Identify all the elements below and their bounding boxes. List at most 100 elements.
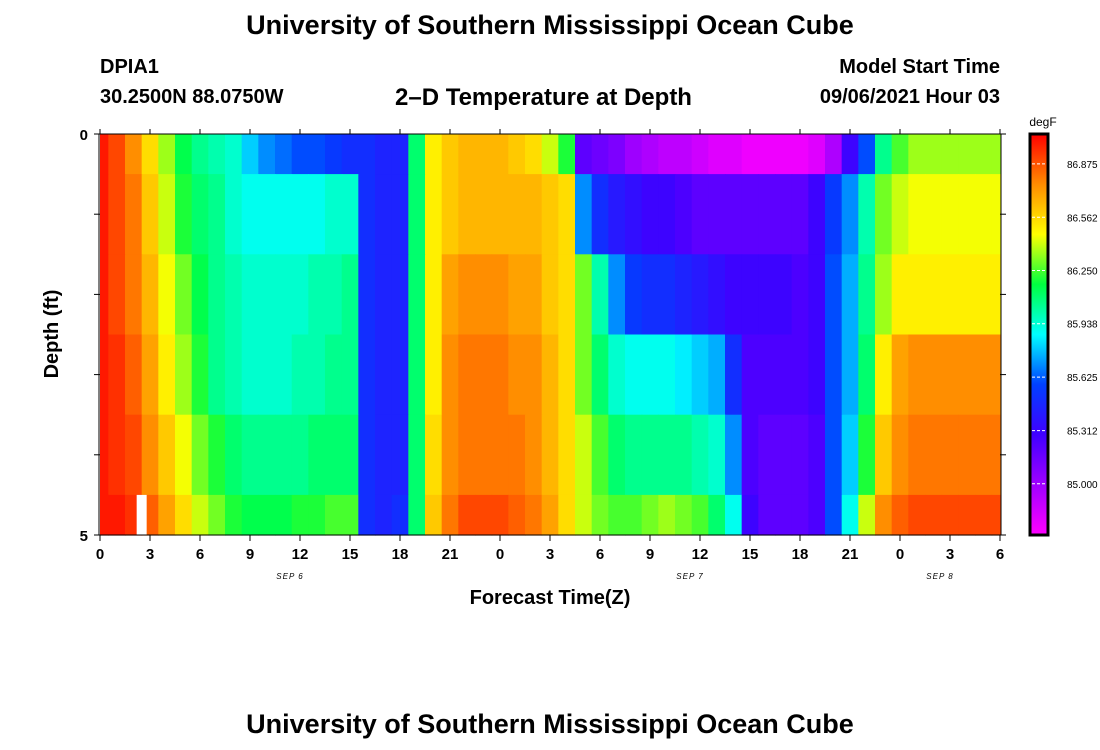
heatmap-cell (258, 134, 276, 175)
heatmap-cell (175, 494, 193, 536)
colorbar-ticks: 86.875 86.562 86.250 85.938 85.625 85.312 85.0… (1032, 160, 1098, 491)
heatmap-cell (858, 334, 876, 416)
x-tick-label: 6 (596, 546, 604, 563)
heatmap-cell (858, 414, 876, 496)
heatmap-cell (508, 334, 526, 416)
heatmap-cell (841, 414, 859, 496)
heatmap-cell (791, 174, 809, 255)
heatmap-cell (458, 414, 476, 496)
heatmap-cell (558, 414, 576, 496)
heatmap-cell (941, 494, 959, 536)
heatmap-cell (991, 414, 1001, 496)
heatmap-cell (341, 134, 359, 175)
heatmap-cell (108, 414, 126, 496)
heatmap-cell (475, 494, 493, 536)
heatmap-cell (775, 174, 793, 255)
heatmap-cell (308, 494, 326, 536)
heatmap-cell (741, 494, 759, 536)
colorbar-tick-label: 85.625 (1067, 373, 1098, 384)
heatmap-cell (591, 414, 609, 496)
heatmap-cell (725, 174, 743, 255)
heatmap-cell (925, 134, 943, 175)
x-tick-label: 6 (196, 546, 204, 563)
heatmap-cell (758, 494, 776, 536)
heatmap-cell (108, 174, 126, 255)
heatmap-cell (625, 134, 643, 175)
x-tick-label: 3 (946, 546, 954, 563)
heatmap-cell (241, 254, 259, 336)
heatmap-cell (908, 494, 926, 536)
heatmap-cell (108, 334, 126, 416)
heatmap-cell (575, 254, 593, 336)
y-axis-label: Depth (ft) (41, 290, 63, 379)
heatmap-cell (758, 414, 776, 496)
heatmap-cell (541, 494, 559, 536)
heatmap-cell (441, 494, 459, 536)
heatmap-cell (625, 334, 643, 416)
heatmap-cell (291, 414, 309, 496)
heatmap-cell (191, 494, 209, 536)
heatmap-cell (991, 334, 1001, 416)
heatmap-cell (975, 254, 993, 336)
heatmap-cell (658, 414, 676, 496)
heatmap-cell (508, 494, 526, 536)
heatmap-cell (991, 494, 1001, 536)
heatmap-cell (225, 134, 243, 175)
heatmap-cell (608, 134, 626, 175)
heatmap-cell (975, 494, 993, 536)
heatmap-cell (208, 134, 226, 175)
heatmap-cell (375, 174, 393, 255)
heatmap-cell (641, 174, 659, 255)
heatmap-cell (741, 174, 759, 255)
heatmap-cell (808, 254, 826, 336)
heatmap-cell (541, 254, 559, 336)
heatmap-cell (908, 414, 926, 496)
heatmap-cell (875, 174, 893, 255)
heatmap-cell (341, 334, 359, 416)
heatmap-cell (525, 134, 543, 175)
heatmap-cell (608, 254, 626, 336)
heatmap-cell (641, 414, 659, 496)
heatmap-cell (641, 134, 659, 175)
heatmap-cell (941, 134, 959, 175)
heatmap-cell (458, 134, 476, 175)
heatmap-cell (558, 334, 576, 416)
x-tick-label: 18 (392, 546, 409, 563)
station-id: DPIA1 (100, 56, 159, 78)
heatmap-cell (375, 254, 393, 336)
colorbar-tick-label: 86.250 (1067, 267, 1098, 278)
heatmap-cell (908, 254, 926, 336)
heatmap-cell (225, 494, 243, 536)
heatmap-cell (125, 254, 143, 336)
heatmap-cell (825, 494, 843, 536)
heatmap-cell (275, 494, 293, 536)
heatmap-cell (125, 134, 143, 175)
heatmap-cell (975, 134, 993, 175)
heatmap-cell (100, 254, 109, 336)
heatmap-cell (891, 334, 909, 416)
heatmap-cell (141, 134, 159, 175)
heatmap-cell (425, 134, 443, 175)
heatmap-cell (441, 134, 459, 175)
colorbar-tick-label: 85.000 (1067, 480, 1098, 491)
heatmap-cell (758, 254, 776, 336)
heatmap-cell (708, 494, 726, 536)
heatmap-cell (241, 134, 259, 175)
heatmap-cell (475, 174, 493, 255)
heatmap-cell (458, 254, 476, 336)
heatmap-cell (708, 174, 726, 255)
heatmap-cell (825, 334, 843, 416)
heatmap-cell (625, 414, 643, 496)
heatmap-cell (275, 334, 293, 416)
heatmap-cell (591, 254, 609, 336)
heatmap-cell (925, 254, 943, 336)
heatmap-cell (741, 134, 759, 175)
heatmap-cell (691, 254, 709, 336)
heatmap-cell (100, 494, 109, 536)
heatmap-cell (991, 134, 1001, 175)
heatmap-cell (541, 414, 559, 496)
heatmap-cell (325, 254, 343, 336)
heatmap-cell (841, 134, 859, 175)
heatmap-cell (391, 414, 409, 496)
